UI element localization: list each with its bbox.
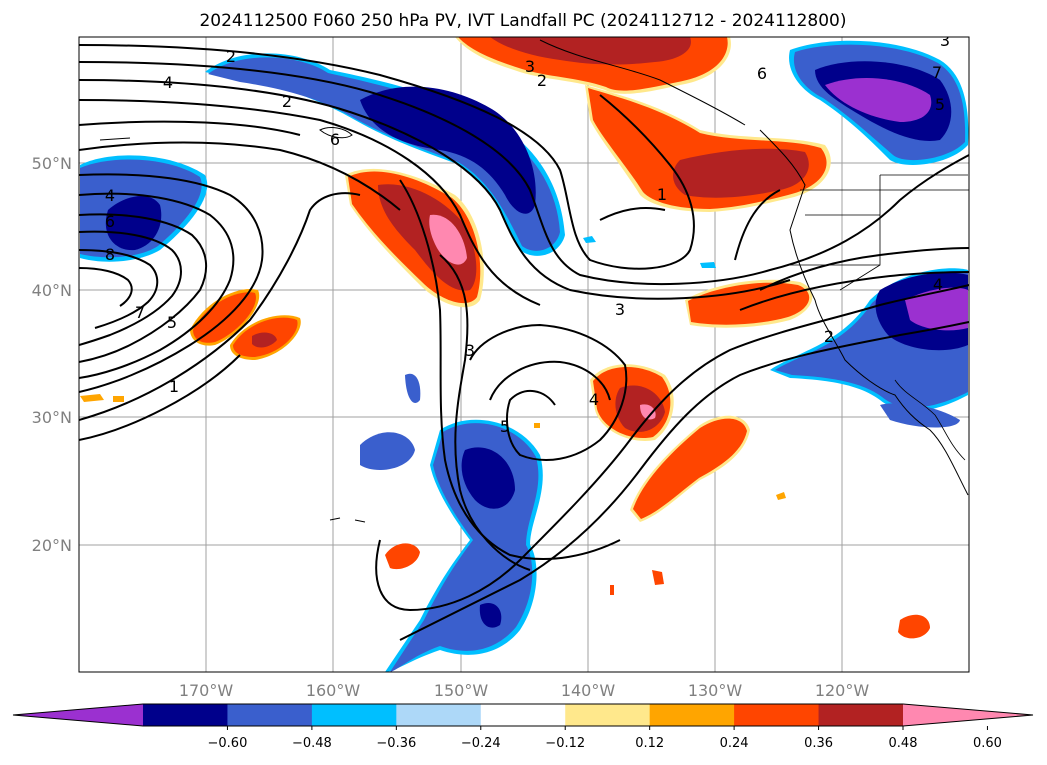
lon-label: 120°W xyxy=(815,681,870,700)
contour-label: 3 xyxy=(525,57,535,76)
colorbar-tick-label: −0.12 xyxy=(545,736,585,751)
contour-label: 7 xyxy=(932,63,942,82)
ivt-contours xyxy=(79,44,969,641)
lon-label: 160°W xyxy=(306,681,361,700)
contour-label: 4 xyxy=(105,186,115,205)
lat-label: 50°N xyxy=(32,154,72,173)
contour-label: 2 xyxy=(226,47,236,66)
contour-label: 8 xyxy=(105,245,115,264)
colorbar-segment xyxy=(396,704,482,726)
colorbar-tick-label: −0.24 xyxy=(461,736,501,751)
coastlines xyxy=(99,39,969,523)
lat-label: 20°N xyxy=(32,536,72,555)
contour-label: 4 xyxy=(163,73,173,92)
colorbar-tick-label: 0.36 xyxy=(804,736,833,751)
colorbar-segment xyxy=(227,704,313,726)
map-panel: 2 4 6 4 6 8 7 5 1 3 2 6 7 5 1 3 2 3 5 4 xyxy=(78,31,970,673)
negative-pv-anomaly xyxy=(80,40,969,672)
contour-label: 2 xyxy=(537,71,547,90)
contour-label: 7 xyxy=(135,303,145,322)
lon-labels: 170°W 160°W 150°W 140°W 130°W 120°W xyxy=(179,681,870,700)
colorbar-tick-label: −0.60 xyxy=(208,736,248,751)
contour-label: 5 xyxy=(500,417,510,436)
colorbar-segment xyxy=(649,704,735,726)
contour-label: 6 xyxy=(105,212,115,231)
lat-labels: 50°N 40°N 30°N 20°N xyxy=(32,154,72,555)
contour-label: 6 xyxy=(757,64,767,83)
lon-label: 150°W xyxy=(434,681,489,700)
colorbar-tick-label: 0.60 xyxy=(973,736,1002,751)
colorbar-tick-label: 0.12 xyxy=(635,736,664,751)
contour-label: 5 xyxy=(167,313,177,332)
colorbar-extend-high xyxy=(903,704,1033,726)
contour-label: 1 xyxy=(169,377,179,396)
lat-label: 40°N xyxy=(32,281,72,300)
map-title: 2024112500 F060 250 hPa PV, IVT Landfall… xyxy=(199,11,846,31)
lon-label: 170°W xyxy=(179,681,234,700)
colorbar-tick-label: 0.48 xyxy=(889,736,918,751)
lon-label: 140°W xyxy=(561,681,616,700)
colorbar-segment xyxy=(480,704,566,726)
contour-label: 4 xyxy=(933,275,943,294)
colorbar-tick-label: −0.48 xyxy=(292,736,332,751)
contour-label: 3 xyxy=(615,300,625,319)
colorbar-tick-label: 0.24 xyxy=(720,736,749,751)
colorbar-outline xyxy=(12,703,1034,727)
colorbar: −0.60 −0.48 −0.36 −0.24 −0.12 0.12 0.24 0.36 0.4… xyxy=(12,703,1034,751)
colorbar-tick-label: −0.36 xyxy=(376,736,416,751)
colorbar-segment xyxy=(143,704,228,726)
contour-label: 3 xyxy=(465,341,475,360)
colorbar-segment xyxy=(565,704,651,726)
contour-labels: 2 4 6 4 6 8 7 5 1 3 2 6 7 5 1 3 2 3 5 4 xyxy=(105,31,950,436)
contour-label: 1 xyxy=(657,185,667,204)
colorbar-segment xyxy=(818,704,904,726)
contour-label: 5 xyxy=(935,95,945,114)
contour-label: 3 xyxy=(940,31,950,50)
colorbar-segment xyxy=(734,704,820,726)
colorbar-segment xyxy=(311,704,397,726)
map-frame xyxy=(78,36,970,673)
contour-label: 2 xyxy=(282,92,292,111)
lon-label: 130°W xyxy=(688,681,743,700)
lat-label: 30°N xyxy=(32,408,72,427)
contour-label: 4 xyxy=(589,390,599,409)
contour-label: 6 xyxy=(330,130,340,149)
contour-label: 2 xyxy=(824,327,834,346)
colorbar-extend-low xyxy=(13,704,143,726)
